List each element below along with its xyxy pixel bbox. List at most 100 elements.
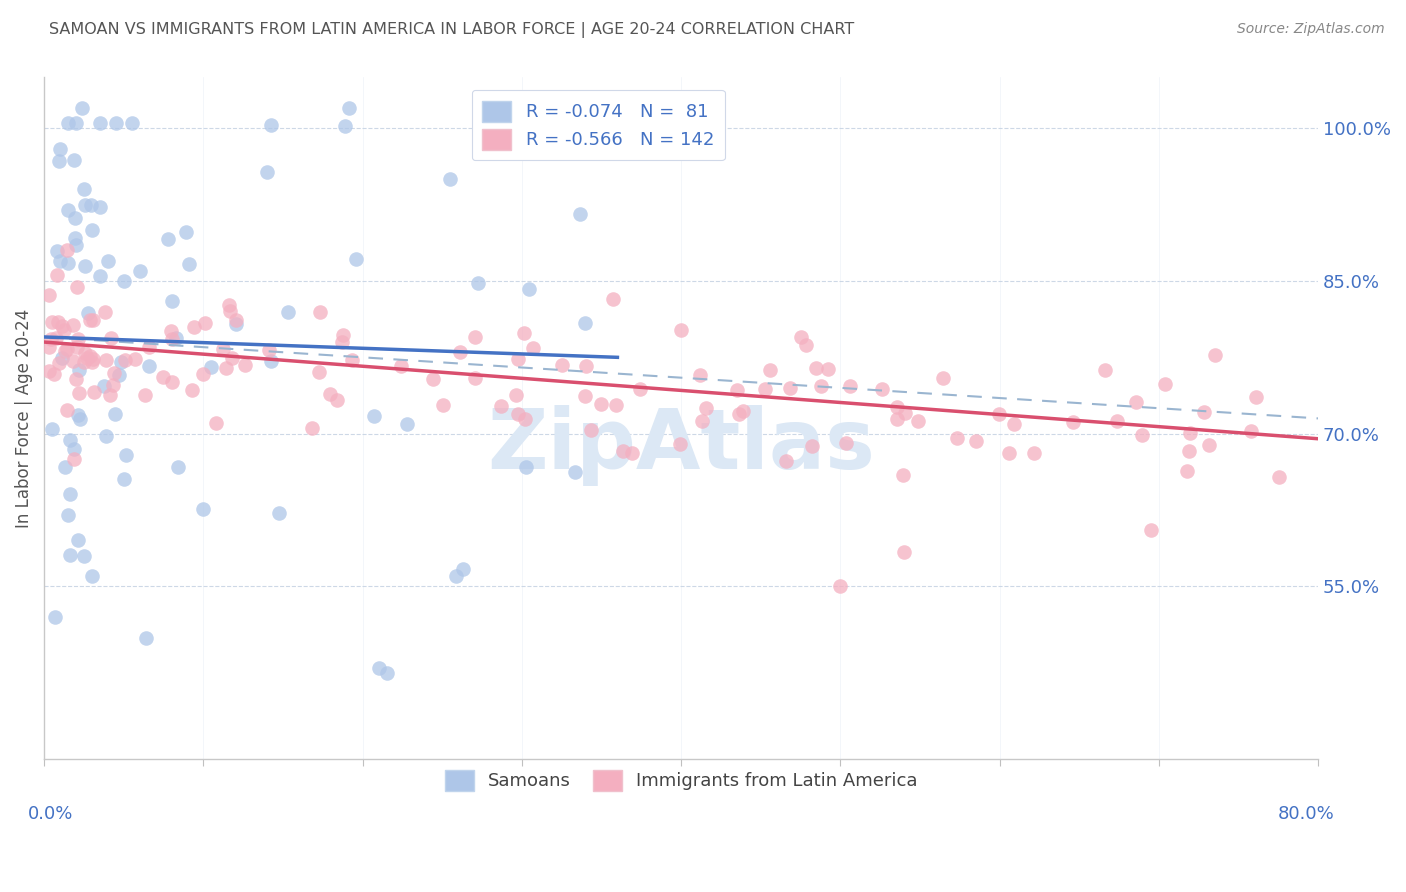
Point [574,389,596,403]
Point [75,198,97,212]
Point [277,304,299,318]
Point [870,383,893,397]
Point [55,403,77,417]
Point [835,435,858,450]
Point [574,317,596,331]
Point [804,360,827,375]
Point [221,351,243,366]
Point [267,506,290,520]
Point [63,153,86,168]
Point [82,354,104,368]
Point [759,363,782,377]
Point [100,331,122,345]
Point [839,379,862,393]
Point [104,116,127,130]
Point [621,446,644,460]
Point [63,231,86,245]
Point [103,366,125,380]
Point [82,313,104,327]
Point [110,354,132,368]
Point [62,353,84,368]
Point [58,256,80,270]
Point [66,533,89,548]
Point [1024,446,1046,460]
Point [89,268,111,283]
Point [893,406,915,420]
Point [225,317,247,331]
Point [134,388,156,402]
Point [65,372,87,386]
Point [319,387,342,401]
Point [907,414,929,428]
Point [191,502,214,516]
Point [325,392,347,407]
Text: Source: ZipAtlas.com: Source: ZipAtlas.com [1237,22,1385,37]
Point [517,282,540,296]
Point [93,378,115,392]
Point [727,407,749,421]
Point [389,359,412,373]
Point [38,364,60,378]
Point [301,421,323,435]
Point [733,404,755,418]
Point [112,274,135,288]
Point [45,268,67,282]
Point [160,375,183,389]
Point [58,434,80,448]
Point [80,198,103,212]
Point [49,142,72,156]
Point [1125,394,1147,409]
Point [63,452,86,467]
Point [988,408,1011,422]
Point [41,315,63,329]
Point [94,304,117,318]
Point [689,368,711,383]
Point [152,370,174,384]
Text: SAMOAN VS IMMIGRANTS FROM LATIN AMERICA IN LABOR FORCE | AGE 20-24 CORRELATION C: SAMOAN VS IMMIGRANTS FROM LATIN AMERICA … [49,22,855,38]
Point [1139,524,1161,538]
Point [308,366,330,380]
Point [690,414,713,428]
Point [569,207,592,221]
Point [73,345,96,359]
Point [550,358,572,372]
Point [38,288,60,302]
Text: 0.0%: 0.0% [28,805,73,823]
Point [75,259,97,273]
Point [51,318,73,333]
Point [508,408,530,422]
Text: ZipAtlas: ZipAtlas [488,405,875,486]
Point [464,371,486,385]
Point [73,549,96,563]
Point [575,359,598,373]
Point [605,398,627,412]
Point [82,351,104,366]
Point [66,340,89,354]
Point [67,363,90,377]
Point [38,340,60,354]
Point [591,397,613,411]
Point [464,329,486,343]
Point [332,327,354,342]
Point [65,238,87,252]
Point [830,579,852,593]
Point [932,371,955,385]
Point [775,453,797,467]
Point [1130,428,1153,442]
Point [790,330,813,344]
Point [422,372,444,386]
Point [204,416,226,430]
Point [73,182,96,196]
Point [76,351,98,365]
Point [467,276,489,290]
Point [79,349,101,363]
Point [1105,414,1128,428]
Point [363,409,385,423]
Point [56,244,79,258]
Point [515,460,537,475]
Point [108,368,131,382]
Point [1154,376,1177,391]
Point [135,631,157,645]
Point [367,661,389,675]
Point [63,211,86,226]
